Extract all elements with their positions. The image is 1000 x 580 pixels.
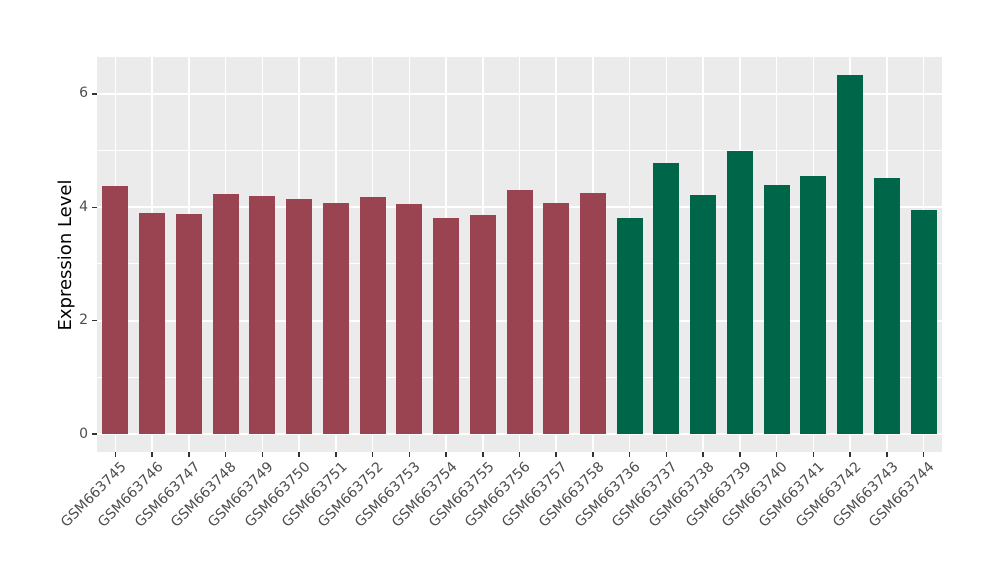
x-tick-mark-GSM663754 — [445, 452, 447, 457]
x-tick-mark-GSM663757 — [555, 452, 557, 457]
bar-GSM663754 — [433, 218, 460, 434]
bar-GSM663753 — [396, 203, 423, 434]
x-tick-mark-GSM663739 — [739, 452, 741, 457]
x-tick-mark-GSM663742 — [849, 452, 851, 457]
bar-GSM663737 — [653, 163, 680, 434]
x-tick-mark-GSM663741 — [812, 452, 815, 457]
bar-GSM663749 — [249, 195, 276, 434]
y-tick-label-6: 6 — [79, 85, 88, 102]
y-tick-mark-2 — [92, 319, 97, 322]
bar-GSM663756 — [506, 189, 533, 434]
bar-GSM663743 — [873, 178, 900, 434]
bar-GSM663751 — [322, 203, 349, 434]
y-axis-title: Expression Level — [55, 179, 76, 331]
x-tick-mark-GSM663745 — [114, 452, 117, 457]
bar-GSM663747 — [175, 213, 202, 434]
y-tick-label-0: 0 — [79, 425, 88, 442]
bar-GSM663752 — [359, 196, 386, 434]
y-tick-mark-0 — [92, 433, 97, 435]
x-tick-mark-GSM663738 — [702, 452, 704, 457]
bar-GSM663738 — [690, 194, 717, 434]
y-tick-label-4: 4 — [79, 198, 88, 215]
x-tick-mark-GSM663737 — [665, 452, 668, 457]
x-tick-mark-GSM663740 — [775, 452, 778, 457]
x-tick-mark-GSM663749 — [261, 452, 264, 457]
bar-GSM663741 — [800, 175, 827, 434]
x-tick-mark-GSM663756 — [518, 452, 521, 457]
plot-panel — [97, 57, 942, 452]
bar-GSM663757 — [543, 203, 570, 434]
x-tick-mark-GSM663751 — [335, 452, 337, 457]
x-tick-mark-GSM663750 — [298, 452, 300, 457]
x-tick-mark-GSM663736 — [628, 452, 631, 457]
y-tick-mark-6 — [92, 93, 97, 95]
bar-GSM663758 — [579, 192, 606, 434]
bar-GSM663755 — [469, 215, 496, 434]
x-tick-mark-GSM663743 — [886, 452, 888, 457]
bar-GSM663744 — [910, 209, 937, 434]
bar-GSM663745 — [102, 186, 129, 434]
bar-GSM663746 — [139, 212, 166, 434]
x-tick-mark-GSM663755 — [482, 452, 484, 457]
bar-GSM663750 — [286, 198, 313, 434]
bar-GSM663736 — [616, 217, 643, 434]
bar-GSM663740 — [763, 184, 790, 434]
y-tick-label-2: 2 — [79, 312, 88, 329]
x-tick-mark-GSM663748 — [224, 452, 227, 457]
x-tick-mark-GSM663758 — [592, 452, 594, 457]
y-tick-mark-4 — [92, 206, 97, 209]
bar-GSM663739 — [726, 150, 753, 434]
x-tick-mark-GSM663744 — [922, 452, 925, 457]
x-tick-mark-GSM663746 — [151, 452, 153, 457]
x-tick-mark-GSM663753 — [408, 452, 411, 457]
x-tick-mark-GSM663747 — [188, 452, 190, 457]
bar-GSM663748 — [212, 194, 239, 434]
x-tick-mark-GSM663752 — [371, 452, 374, 457]
bar-GSM663742 — [837, 75, 864, 434]
